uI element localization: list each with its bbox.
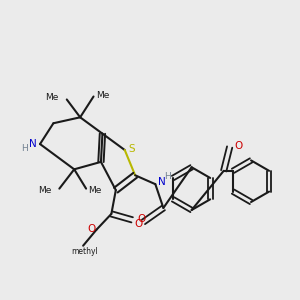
Text: Me: Me — [45, 94, 58, 103]
Text: O: O — [135, 219, 143, 229]
Text: N: N — [158, 177, 166, 187]
Text: O: O — [88, 224, 96, 234]
Text: N: N — [29, 139, 37, 149]
Text: methyl: methyl — [71, 247, 98, 256]
Text: H: H — [21, 144, 28, 153]
Text: O: O — [137, 214, 145, 224]
Text: H: H — [164, 172, 171, 181]
Text: Me: Me — [96, 91, 109, 100]
Text: Me: Me — [88, 186, 102, 195]
Text: Me: Me — [38, 186, 51, 195]
Text: O: O — [234, 140, 243, 151]
Text: S: S — [128, 144, 135, 154]
